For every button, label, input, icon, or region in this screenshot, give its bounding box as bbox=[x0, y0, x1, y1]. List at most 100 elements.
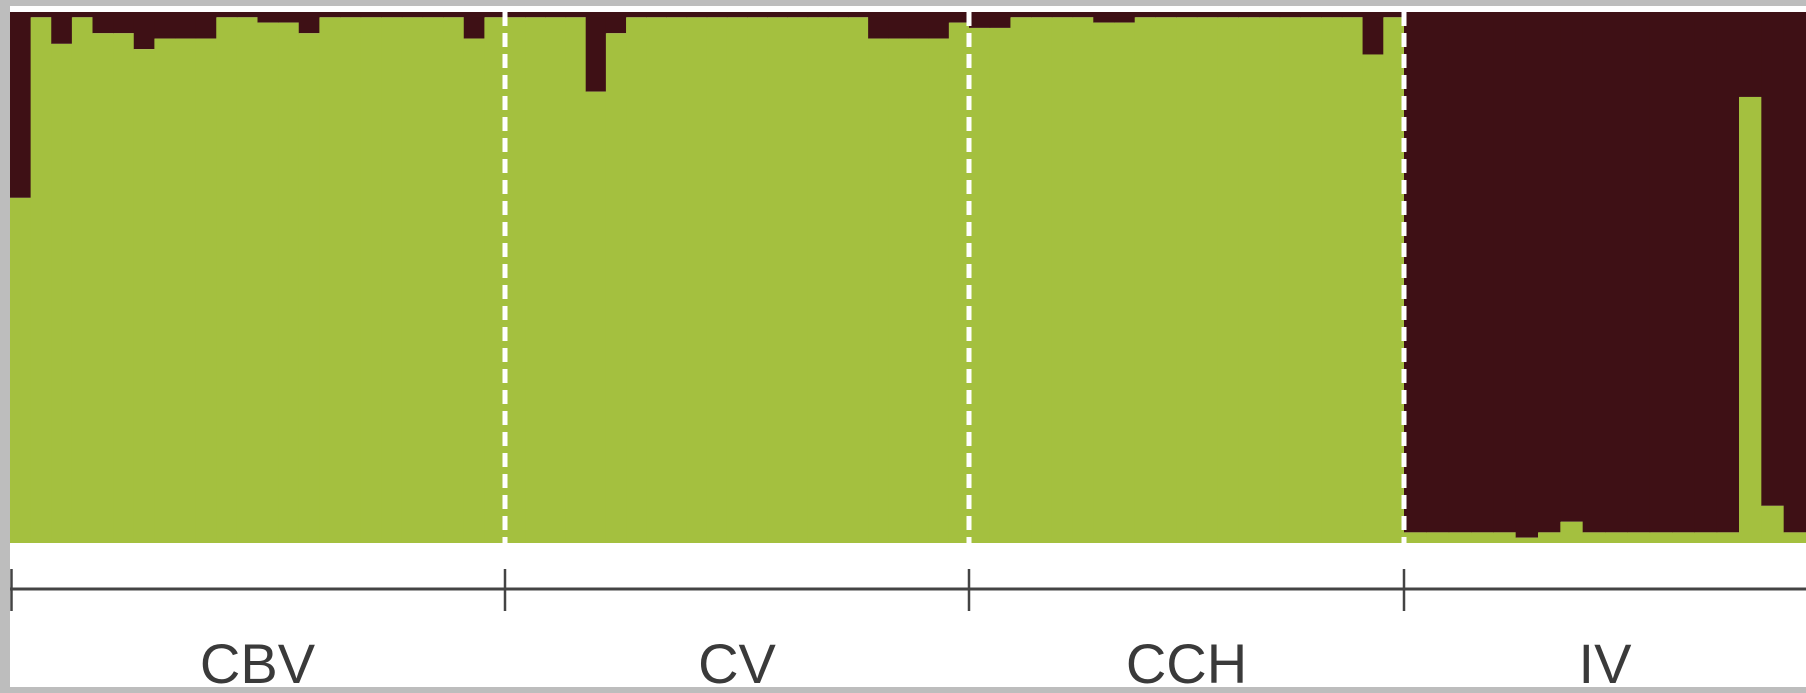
bar-segment-dark bbox=[646, 12, 667, 18]
bar-segment-dark bbox=[1321, 12, 1343, 18]
bar-segment-green bbox=[463, 38, 485, 544]
bar-segment-green bbox=[154, 38, 176, 544]
bar-segment-dark bbox=[340, 12, 362, 18]
group-label-cv: CV bbox=[698, 632, 776, 687]
bar-segment-green bbox=[1515, 537, 1539, 543]
bar-segment-green bbox=[726, 17, 748, 544]
bar-segment-dark bbox=[1560, 12, 1584, 522]
bar-cch-20 bbox=[1362, 12, 1384, 543]
group-label-iv: IV bbox=[1579, 632, 1633, 687]
bar-cv-8 bbox=[646, 12, 667, 544]
bar-cv-5 bbox=[585, 12, 607, 544]
bar-area bbox=[10, 12, 1806, 544]
bar-iv-5 bbox=[1493, 12, 1517, 543]
bar-cv-3 bbox=[545, 12, 567, 544]
bar-cbv-23 bbox=[463, 12, 485, 544]
bar-segment-green bbox=[319, 17, 341, 544]
bar-segment-green bbox=[257, 22, 279, 544]
bar-cv-12 bbox=[726, 12, 748, 544]
bar-cbv-16 bbox=[319, 12, 341, 544]
bar-segment-dark bbox=[175, 12, 197, 39]
bar-iv-8 bbox=[1560, 12, 1584, 543]
bar-cbv-6 bbox=[113, 12, 135, 544]
bar-cbv-18 bbox=[360, 12, 382, 544]
bar-segment-green bbox=[1114, 22, 1136, 544]
bar-iv-9 bbox=[1582, 12, 1606, 543]
bar-iv-4 bbox=[1471, 12, 1494, 543]
bar-segment-dark bbox=[1010, 12, 1032, 18]
bar-segment-dark bbox=[360, 12, 382, 18]
bar-cch-12 bbox=[1196, 12, 1219, 544]
bar-segment-dark bbox=[666, 12, 688, 18]
bar-segment-dark bbox=[605, 12, 627, 34]
bar-iv-10 bbox=[1605, 12, 1628, 543]
bar-segment-green bbox=[1404, 532, 1427, 543]
bar-segment-green bbox=[827, 17, 849, 544]
bar-segment-green bbox=[1649, 532, 1673, 543]
bar-segment-green bbox=[1300, 17, 1322, 544]
bar-cbv-21 bbox=[422, 12, 444, 544]
bar-segment-dark bbox=[1279, 12, 1302, 18]
bar-segment-green bbox=[605, 33, 627, 544]
bar-segment-green bbox=[1176, 17, 1198, 544]
bar-segment-dark bbox=[113, 12, 135, 34]
bar-segment-dark bbox=[1383, 12, 1405, 18]
bar-cbv-19 bbox=[381, 12, 403, 544]
bar-segment-green bbox=[1493, 532, 1517, 543]
bar-segment-dark bbox=[154, 12, 176, 39]
bar-segment-green bbox=[1383, 17, 1405, 544]
bar-cbv-22 bbox=[443, 12, 465, 544]
x-axis bbox=[10, 569, 1806, 611]
bar-segment-dark bbox=[747, 12, 768, 18]
bar-cch-6 bbox=[1072, 12, 1094, 544]
bar-segment-green bbox=[787, 17, 809, 544]
bar-segment-dark bbox=[585, 12, 607, 92]
bar-segment-green bbox=[298, 33, 320, 544]
bar-segment-green bbox=[1426, 532, 1450, 543]
bar-iv-3 bbox=[1448, 12, 1472, 543]
bar-cch-16 bbox=[1279, 12, 1302, 544]
bar-iv-6 bbox=[1515, 12, 1539, 543]
bar-segment-dark bbox=[726, 12, 748, 18]
bar-cch-8 bbox=[1114, 12, 1136, 544]
bar-segment-green bbox=[195, 38, 217, 544]
bar-segment-green bbox=[847, 17, 869, 544]
bar-iv-11 bbox=[1627, 12, 1651, 543]
bar-segment-dark bbox=[1259, 12, 1281, 18]
bar-segment-dark bbox=[319, 12, 341, 18]
group-label-cbv: CBV bbox=[200, 632, 316, 687]
bar-cv-22 bbox=[928, 12, 950, 544]
bar-segment-dark bbox=[908, 12, 930, 39]
bar-segment-dark bbox=[1627, 12, 1651, 533]
bar-iv-1 bbox=[1404, 12, 1427, 543]
bar-iv-2 bbox=[1426, 12, 1450, 543]
bar-iv-12 bbox=[1649, 12, 1673, 543]
bar-segment-green bbox=[422, 17, 444, 544]
bar-segment-dark bbox=[1649, 12, 1673, 533]
bar-segment-green bbox=[1072, 17, 1094, 544]
bar-segment-green bbox=[443, 17, 465, 544]
bar-segment-dark bbox=[1031, 12, 1053, 18]
bar-segment-dark bbox=[92, 12, 114, 34]
bar-segment-green bbox=[1196, 17, 1219, 544]
bar-segment-green bbox=[686, 17, 708, 544]
bar-segment-green bbox=[1739, 96, 1762, 544]
bar-cch-5 bbox=[1051, 12, 1074, 544]
bar-segment-dark bbox=[1217, 12, 1239, 18]
bar-iv-14 bbox=[1694, 12, 1718, 543]
bar-cv-10 bbox=[686, 12, 708, 544]
bar-segment-dark bbox=[1134, 12, 1157, 18]
bar-segment-green bbox=[278, 22, 300, 544]
bar-segment-green bbox=[868, 38, 889, 544]
bar-segment-green bbox=[525, 17, 546, 544]
bar-segment-green bbox=[1321, 17, 1343, 544]
bar-segment-green bbox=[626, 17, 647, 544]
bar-segment-green bbox=[30, 17, 52, 544]
bar-segment-green bbox=[360, 17, 382, 544]
bar-cch-17 bbox=[1300, 12, 1322, 544]
bar-segment-green bbox=[1471, 532, 1494, 543]
bar-cch-4 bbox=[1031, 12, 1053, 544]
bar-segment-dark bbox=[1051, 12, 1074, 18]
bar-segment-dark bbox=[463, 12, 485, 39]
bar-segment-dark bbox=[30, 12, 52, 18]
